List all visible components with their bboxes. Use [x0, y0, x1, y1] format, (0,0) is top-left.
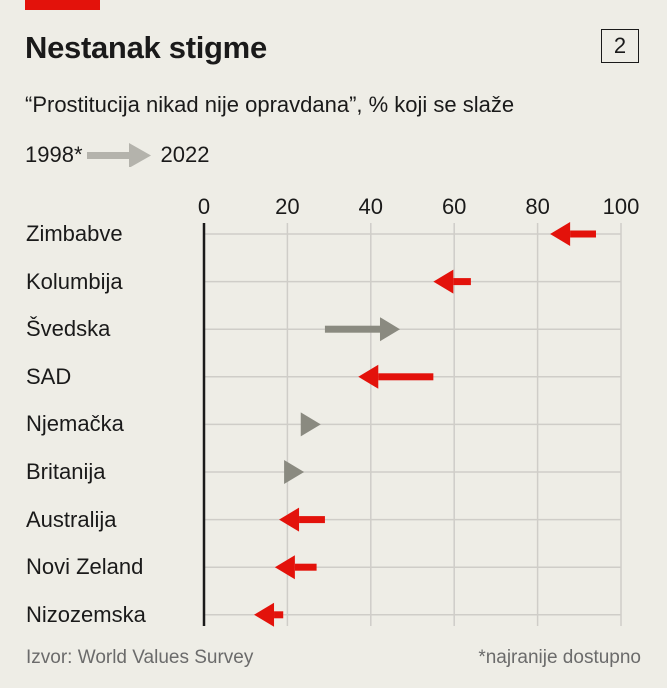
arrow-head	[279, 507, 300, 532]
arrow-mark	[358, 364, 434, 389]
category-label: Zimbabve	[26, 221, 123, 246]
arrow-mark	[324, 317, 400, 342]
arrow-shaft	[453, 278, 471, 286]
arrow-shaft	[570, 230, 596, 238]
arrow-shaft	[294, 563, 317, 571]
arrow-head	[358, 364, 379, 389]
arrow-mark	[254, 602, 284, 627]
chart-number: 2	[601, 29, 639, 63]
x-tick-label: 20	[275, 194, 300, 219]
x-tick-label: 40	[358, 194, 384, 219]
arrow-shaft	[324, 325, 380, 333]
footnote: *najranije dostupno	[478, 647, 641, 668]
x-tick-label: 80	[525, 194, 550, 219]
legend: 1998* 2022	[25, 142, 209, 168]
category-label: Britanija	[26, 459, 106, 484]
arrow-mark	[300, 412, 321, 437]
category-label: Kolumbija	[26, 268, 123, 294]
x-tick-label: 0	[197, 194, 211, 219]
arrow-shaft	[274, 611, 284, 619]
source-note: Izvor: World Values Survey	[26, 647, 254, 668]
arrow-head	[433, 269, 454, 294]
arrow-head	[379, 317, 400, 342]
arrow-head	[284, 460, 305, 484]
arrow-mark	[284, 460, 305, 484]
category-label: SAD	[26, 363, 72, 389]
category-label: Njemačka	[26, 411, 124, 437]
chart-subtitle: “Prostitucija nikad nije opravdana”, % k…	[25, 92, 515, 117]
legend-from: 1998*	[25, 142, 83, 167]
arrow-head	[300, 412, 321, 437]
arrow-head	[274, 555, 295, 580]
legend-to: 2022	[160, 142, 210, 167]
legend-arrow-icon	[86, 143, 151, 167]
arrow-mark	[550, 222, 596, 246]
arrow-mark	[274, 555, 317, 580]
category-label: Novi Zeland	[26, 554, 144, 580]
chart-title: Nestanak stigme	[25, 30, 267, 65]
category-label: Australija	[26, 506, 117, 532]
category-label: Švedska	[26, 316, 111, 342]
x-tick-label: 100	[602, 194, 640, 219]
arrow-head	[550, 222, 571, 246]
arrow-shaft	[378, 373, 434, 381]
arrow-head	[254, 602, 275, 627]
arrow-mark	[433, 269, 471, 294]
brand-bar	[25, 0, 100, 10]
arrow-shaft	[299, 516, 325, 524]
arrow-mark	[279, 507, 325, 532]
category-label: Nizozemska	[26, 601, 146, 627]
x-tick-label: 60	[441, 194, 467, 219]
